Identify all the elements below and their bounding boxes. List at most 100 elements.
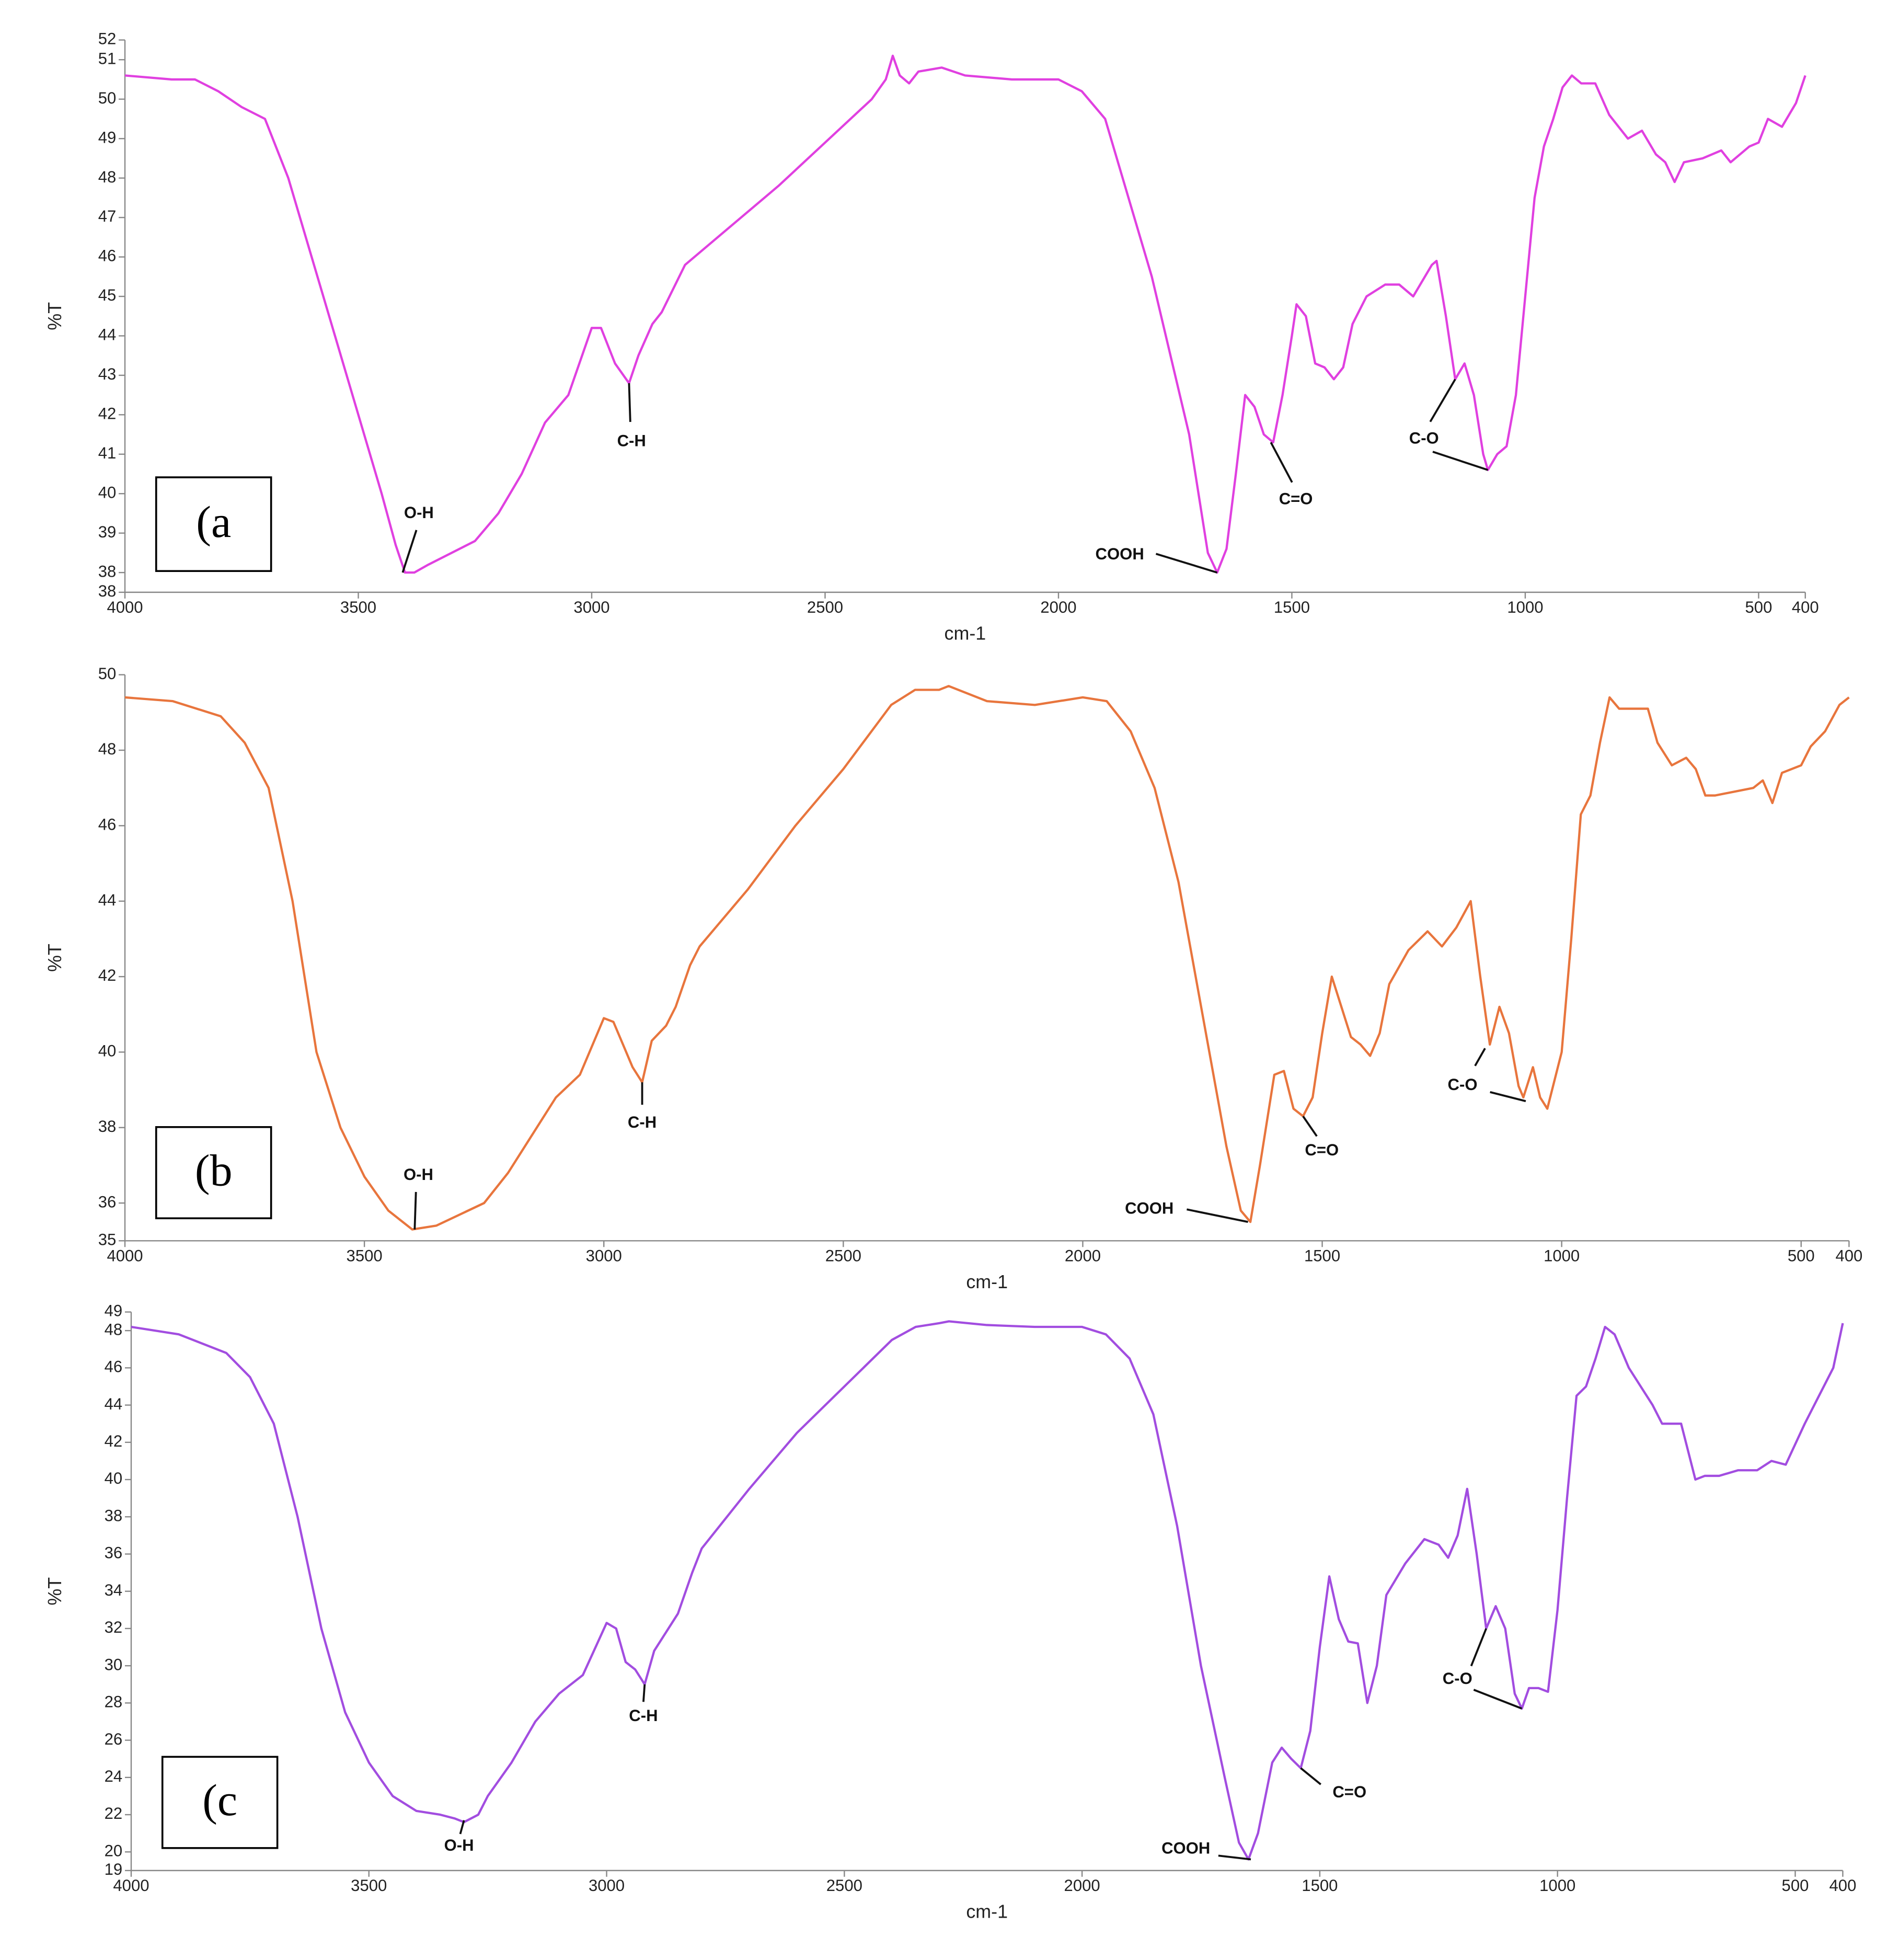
annotation-leader xyxy=(1474,1048,1486,1067)
annotation-leader xyxy=(642,1684,646,1702)
y-tick-label: 46 xyxy=(105,1358,123,1376)
y-tick-label: 22 xyxy=(105,1804,123,1823)
spectrum-line xyxy=(131,1320,1844,1861)
y-tick-label: 47 xyxy=(98,207,117,225)
y-tick-label: 20 xyxy=(105,1841,123,1860)
y-tick-label: 44 xyxy=(105,1395,123,1413)
annotation-label: O-H xyxy=(444,1836,474,1854)
panel-label: (a xyxy=(196,497,231,547)
x-tick-label: 1500 xyxy=(1274,598,1310,616)
annotation-leader xyxy=(1470,1628,1488,1667)
x-tick-label: 1500 xyxy=(1304,1247,1340,1265)
annotation-label: C=O xyxy=(1332,1783,1366,1801)
annotation-leader xyxy=(1300,1767,1321,1785)
x-tick-label: 1000 xyxy=(1544,1247,1580,1265)
y-tick-label: 46 xyxy=(98,816,117,834)
y-tick-label: 24 xyxy=(105,1767,123,1785)
x-tick-label: 3000 xyxy=(589,1876,625,1895)
y-tick-label: 43 xyxy=(98,365,117,383)
annotation-label: C=O xyxy=(1305,1141,1339,1159)
y-axis-label: %T xyxy=(44,944,65,972)
annotation-label: C-O xyxy=(1409,429,1439,447)
annotation-leader xyxy=(1432,451,1489,471)
x-tick-label: 3500 xyxy=(340,598,376,616)
panel-label: (b xyxy=(195,1145,233,1196)
panel-box xyxy=(161,1756,279,1849)
annotation-leader xyxy=(1429,379,1456,422)
y-tick-label: 19 xyxy=(105,1860,123,1878)
y-tick-label: 41 xyxy=(98,444,117,462)
annotation-leader xyxy=(1473,1689,1523,1710)
y-tick-label: 42 xyxy=(105,1432,123,1450)
annotation-label: COOH xyxy=(1161,1839,1210,1858)
y-tick-label: 42 xyxy=(98,966,117,984)
annotation-leader xyxy=(1187,1208,1248,1223)
annotation-label: C-H xyxy=(628,1113,657,1131)
x-tick-label: 3500 xyxy=(347,1247,383,1265)
panel-label: (c xyxy=(202,1775,237,1825)
y-tick-label: 36 xyxy=(105,1544,123,1562)
y-tick-label: 50 xyxy=(98,664,117,683)
x-tick-label: 3000 xyxy=(573,598,609,616)
annotation-label: C-O xyxy=(1448,1075,1478,1094)
x-tick-label: 4000 xyxy=(107,598,143,616)
y-tick-label: 52 xyxy=(98,30,117,48)
y-tick-label: 32 xyxy=(105,1618,123,1636)
y-tick-label: 36 xyxy=(98,1193,117,1211)
annotation-leader xyxy=(1218,1854,1251,1861)
y-tick-label: 40 xyxy=(98,1042,117,1060)
x-tick-label: 2500 xyxy=(807,598,843,616)
y-tick-label: 38 xyxy=(98,1117,117,1136)
y-tick-label: 38 xyxy=(98,582,117,600)
y-tick-label: 35 xyxy=(98,1231,117,1249)
x-tick-label: 3000 xyxy=(586,1247,622,1265)
spectrum-line xyxy=(124,685,1850,1231)
annotation-label: O-H xyxy=(404,1165,433,1184)
annotation-leader xyxy=(459,1820,465,1835)
y-tick-label: 44 xyxy=(98,326,117,344)
y-tick-label: 48 xyxy=(98,740,117,758)
x-tick-label: 2500 xyxy=(825,1247,861,1265)
y-tick-label: 46 xyxy=(98,247,117,265)
y-tick-label: 48 xyxy=(105,1320,123,1338)
annotation-leader xyxy=(401,530,418,573)
x-tick-label: 400 xyxy=(1829,1876,1857,1895)
x-axis-label: cm-1 xyxy=(945,623,986,644)
x-tick-label: 1500 xyxy=(1302,1876,1338,1895)
annotation-label: C-H xyxy=(629,1706,658,1725)
y-tick-label: 40 xyxy=(98,483,117,501)
annotation-label: C=O xyxy=(1279,489,1313,508)
x-tick-label: 400 xyxy=(1792,598,1819,616)
annotation-label: C-H xyxy=(617,431,646,450)
x-tick-label: 500 xyxy=(1788,1247,1815,1265)
y-tick-label: 51 xyxy=(98,49,117,67)
annotation-leader xyxy=(1302,1116,1318,1137)
x-tick-label: 2500 xyxy=(826,1876,862,1895)
y-tick-label: 49 xyxy=(105,1302,123,1320)
annotation-leader xyxy=(628,383,631,422)
y-tick-label: 38 xyxy=(105,1506,123,1525)
y-tick-label: 42 xyxy=(98,405,117,423)
annotation-label: C-O xyxy=(1443,1669,1472,1688)
y-tick-label: 38 xyxy=(98,562,117,580)
y-tick-label: 40 xyxy=(105,1469,123,1487)
y-tick-label: 26 xyxy=(105,1730,123,1748)
y-axis-label: %T xyxy=(44,1577,65,1606)
x-tick-label: 2000 xyxy=(1065,1247,1101,1265)
x-tick-label: 4000 xyxy=(113,1876,149,1895)
y-tick-label: 45 xyxy=(98,286,117,304)
x-tick-label: 3500 xyxy=(351,1876,387,1895)
y-tick-label: 28 xyxy=(105,1693,123,1711)
y-tick-label: 39 xyxy=(98,523,117,541)
annotation-leader xyxy=(1155,553,1218,574)
x-tick-label: 1000 xyxy=(1539,1876,1575,1895)
y-tick-label: 34 xyxy=(105,1581,123,1599)
panel-box xyxy=(155,476,272,572)
y-tick-label: 50 xyxy=(98,89,117,107)
x-tick-label: 4000 xyxy=(107,1247,143,1265)
y-tick-label: 30 xyxy=(105,1655,123,1674)
x-axis-label: cm-1 xyxy=(966,1271,1008,1292)
y-axis-label: %T xyxy=(44,302,65,330)
